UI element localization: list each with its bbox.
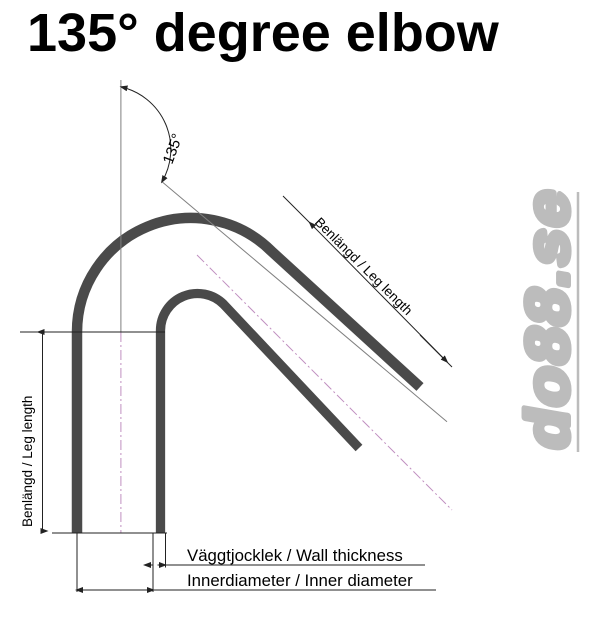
svg-text:135°: 135° xyxy=(160,131,187,166)
svg-text:Väggtjocklek / Wall thickness: Väggtjocklek / Wall thickness xyxy=(187,546,403,565)
svg-text:do88.se: do88.se xyxy=(515,182,581,455)
svg-text:Benlängd / Leg length: Benlängd / Leg length xyxy=(20,396,35,527)
svg-text:Innerdiameter / Inner diameter: Innerdiameter / Inner diameter xyxy=(187,571,413,590)
